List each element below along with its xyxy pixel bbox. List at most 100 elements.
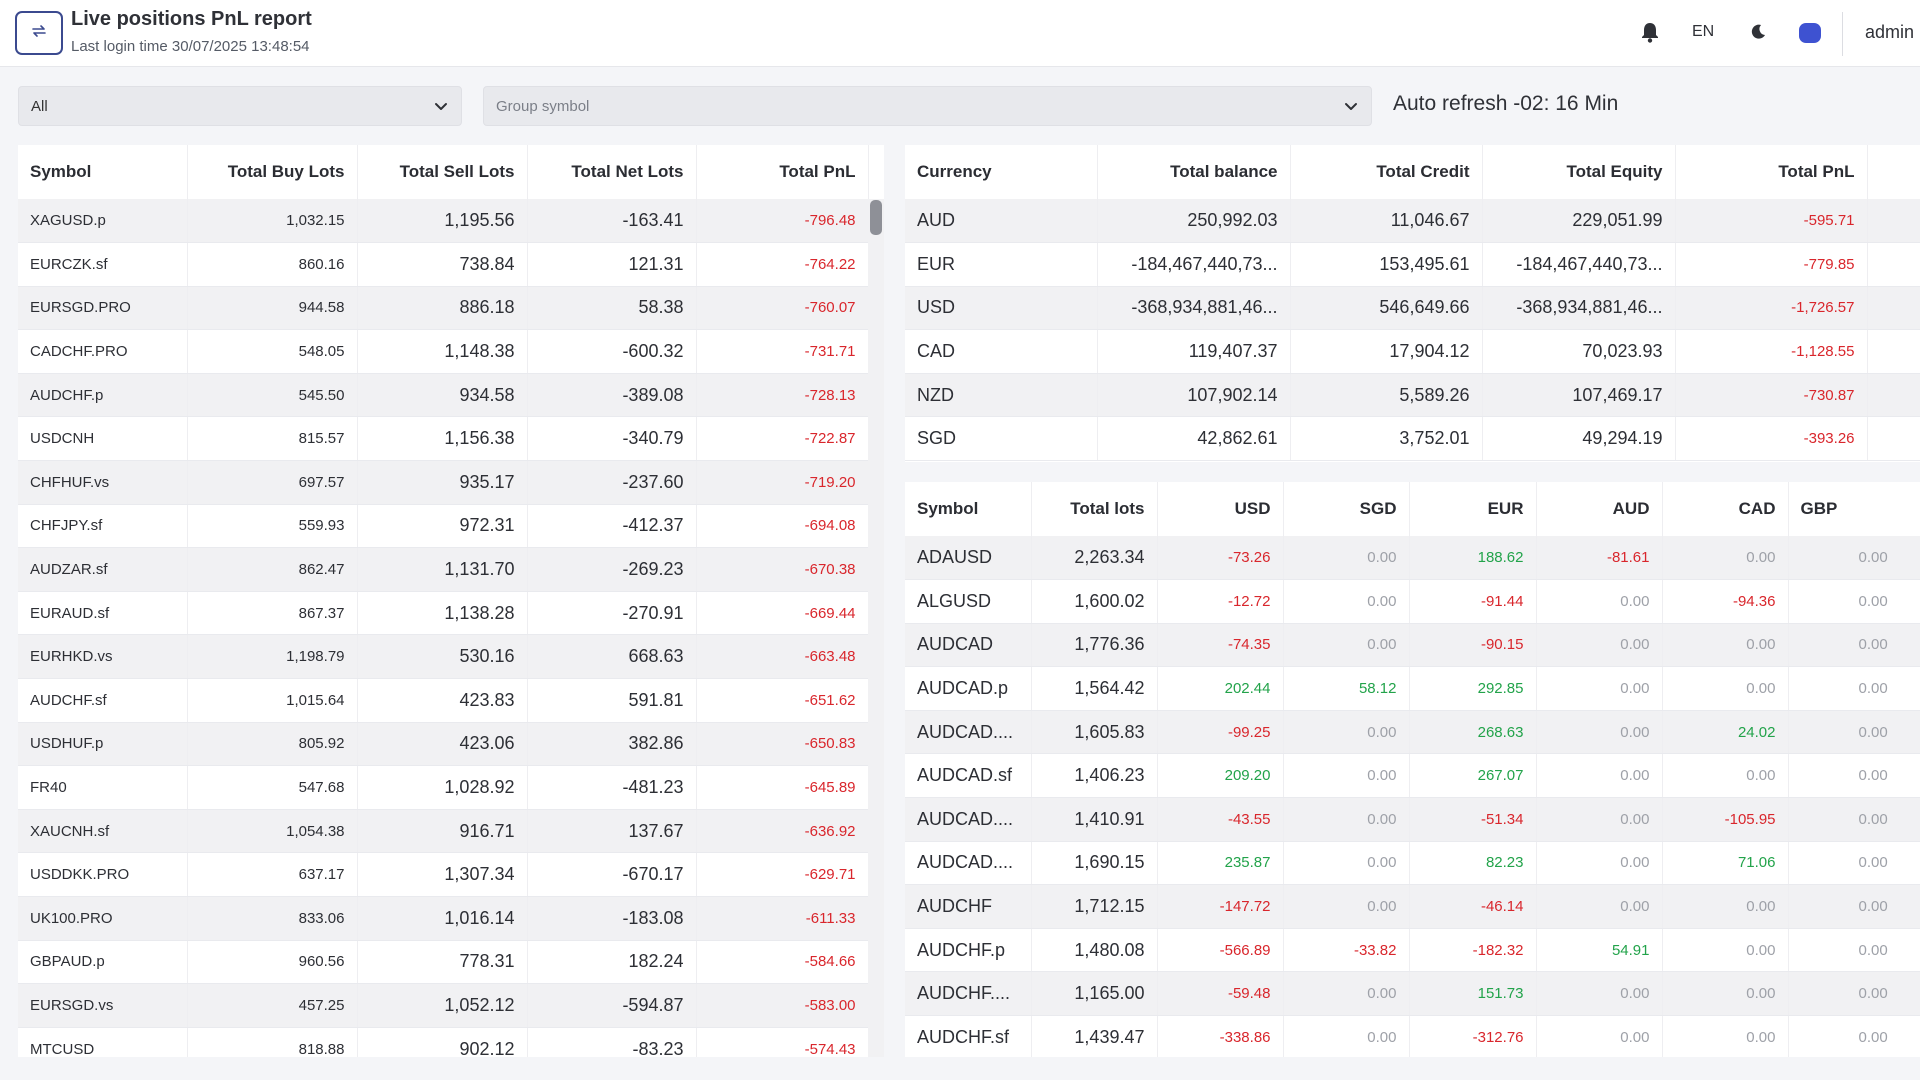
theme-color-swatch[interactable] (1799, 23, 1821, 43)
table-row[interactable]: ADAUSD 2,263.34 -73.26 0.00 188.62 -81.61 0.00… (905, 536, 1920, 581)
table-row[interactable]: AUDCAD 1,776.36 -74.35 0.00 -90.15 0.00 0.00 0.… (905, 623, 1920, 668)
table-row[interactable]: USDHUF.p 805.92 423.06 382.86 -650.83 (18, 722, 869, 767)
column-header-cad[interactable]: CAD (1662, 482, 1789, 536)
total-net-lots-cell: -389.08 (527, 373, 697, 418)
group-symbol-select[interactable]: Group symbol (483, 86, 1372, 126)
table-row[interactable]: NZD 107,902.14 5,589.26 107,469.17 -730.87 (905, 373, 1920, 418)
column-header-overflow (1867, 145, 1920, 199)
table-row[interactable]: AUDZAR.sf 862.47 1,131.70 -269.23 -670.38 (18, 547, 869, 592)
column-header-currency[interactable]: Currency (905, 145, 1098, 199)
total-net-lots-cell: 382.86 (527, 722, 697, 767)
total-lots-cell: 1,165.00 (1031, 971, 1158, 1017)
total-balance-cell: 107,902.14 (1097, 373, 1291, 418)
total-pnl-cell: -650.83 (696, 722, 869, 767)
currency-cell: USD (905, 286, 1098, 331)
total-sell-lots-cell: 530.16 (357, 634, 528, 680)
table-row[interactable]: AUDCHF.... 1,165.00 -59.48 0.00 151.73 0.00 0.… (905, 971, 1920, 1017)
column-header-aud[interactable]: AUD (1536, 482, 1663, 536)
table-row[interactable]: XAGUSD.p 1,032.15 1,195.56 -163.41 -796.48 (18, 199, 869, 244)
symbol-cell: ALGUSD (905, 579, 1032, 624)
column-header-total-pnl[interactable]: Total PnL (696, 145, 869, 199)
table-row[interactable]: ALGUSD 1,600.02 -12.72 0.00 -91.44 0.00 -94.36… (905, 579, 1920, 624)
column-header-total-lots[interactable]: Total lots (1031, 482, 1158, 536)
total-equity-cell: 49,294.19 (1482, 416, 1676, 462)
symbol-cell: EURSGD.PRO (18, 286, 188, 331)
total-pnl-cell: -796.48 (696, 199, 869, 244)
bell-icon[interactable] (1640, 21, 1660, 43)
table-row[interactable]: AUDCAD.... 1,605.83 -99.25 0.00 268.63 0.00 24… (905, 710, 1920, 755)
column-header-symbol[interactable]: Symbol (18, 145, 188, 199)
total-net-lots-cell: -412.37 (527, 504, 697, 549)
table-row[interactable]: AUDCHF.p 1,480.08 -566.89 -33.82 -182.32 54.9… (905, 928, 1920, 973)
total-lots-cell: 1,439.47 (1031, 1015, 1158, 1057)
table-row[interactable]: AUDCAD.... 1,690.15 235.87 0.00 82.23 0.00 71.… (905, 841, 1920, 886)
column-header-eur[interactable]: EUR (1409, 482, 1537, 536)
account-filter-select[interactable]: All (18, 86, 462, 126)
table-row[interactable]: USDDKK.PRO 637.17 1,307.34 -670.17 -629.71 (18, 852, 869, 897)
table-row[interactable]: FR40 547.68 1,028.92 -481.23 -645.89 (18, 765, 869, 810)
eur-pnl-cell: -312.76 (1409, 1015, 1537, 1057)
table-row[interactable]: EURSGD.vs 457.25 1,052.12 -594.87 -583.00 (18, 983, 869, 1028)
table-row[interactable]: EUR -184,467,440,73... 153,495.61 -184,467,… (905, 242, 1920, 287)
table-row[interactable]: EURSGD.PRO 944.58 886.18 58.38 -760.07 (18, 286, 869, 331)
sidebar-toggle-button[interactable] (15, 11, 63, 55)
table-row[interactable]: CAD 119,407.37 17,904.12 70,023.93 -1,128.55 (905, 329, 1920, 374)
column-header-sgd[interactable]: SGD (1283, 482, 1410, 536)
table-row[interactable]: CHFJPY.sf 559.93 972.31 -412.37 -694.08 (18, 504, 869, 549)
total-equity-cell: -368,934,881,46... (1482, 286, 1676, 331)
total-sell-lots-cell: 902.12 (357, 1027, 528, 1057)
eur-pnl-cell: -91.44 (1409, 579, 1537, 624)
total-pnl-cell: -611.33 (696, 896, 869, 941)
total-net-lots-cell: 137.67 (527, 809, 697, 854)
column-header-total-equity[interactable]: Total Equity (1482, 145, 1676, 199)
total-pnl-cell: -595.71 (1675, 199, 1868, 244)
table-row[interactable]: CHFHUF.vs 697.57 935.17 -237.60 -719.20 (18, 460, 869, 505)
table-row[interactable]: USD -368,934,881,46... 546,649.66 -368,934,… (905, 286, 1920, 331)
table-row[interactable]: XAUCNH.sf 1,054.38 916.71 137.67 -636.92 (18, 809, 869, 854)
table-row[interactable]: AUDCHF.sf 1,439.47 -338.86 0.00 -312.76 0.00 0… (905, 1015, 1920, 1057)
total-buy-lots-cell: 805.92 (187, 722, 358, 767)
table-row[interactable]: EURHKD.vs 1,198.79 530.16 668.63 -663.48 (18, 634, 869, 680)
column-header-gbp[interactable]: GBP (1788, 482, 1920, 536)
table-row[interactable]: AUD 250,992.03 11,046.67 229,051.99 -595.71 (905, 199, 1920, 244)
column-header-usd[interactable]: USD (1157, 482, 1284, 536)
column-header-total-pnl[interactable]: Total PnL (1675, 145, 1868, 199)
symbol-cell: AUDCHF.... (905, 971, 1032, 1017)
table-row[interactable]: AUDCAD.... 1,410.91 -43.55 0.00 -51.34 0.00 -1… (905, 797, 1920, 842)
table-row[interactable]: AUDCHF 1,712.15 -147.72 0.00 -46.14 0.00 0.00 0… (905, 884, 1920, 929)
table-row[interactable]: SGD 42,862.61 3,752.01 49,294.19 -393.26 (905, 416, 1920, 462)
total-buy-lots-cell: 1,032.15 (187, 199, 358, 244)
total-sell-lots-cell: 1,138.28 (357, 591, 528, 636)
column-header-total-credit[interactable]: Total Credit (1290, 145, 1483, 199)
moon-icon[interactable] (1749, 23, 1767, 41)
column-header-symbol[interactable]: Symbol (905, 482, 1032, 536)
cad-pnl-cell: 0.00 (1662, 753, 1789, 799)
table-row[interactable]: AUDCHF.sf 1,015.64 423.83 591.81 -651.62 (18, 678, 869, 723)
total-balance-cell: -368,934,881,46... (1097, 286, 1291, 331)
table-row[interactable]: GBPAUD.p 960.56 778.31 182.24 -584.66 (18, 940, 869, 985)
gbp-pnl-cell: 0.00 (1788, 841, 1920, 886)
column-header-total-net-lots[interactable]: Total Net Lots (527, 145, 697, 199)
column-header-total-balance[interactable]: Total balance (1097, 145, 1291, 199)
table-row[interactable]: AUDCAD.p 1,564.42 202.44 58.12 292.85 0.00 0.0… (905, 666, 1920, 711)
symbols-table-scroll-thumb[interactable] (870, 200, 882, 235)
user-menu[interactable]: admin (1865, 22, 1915, 42)
total-sell-lots-cell: 972.31 (357, 504, 528, 549)
symbol-cell: AUDCHF.sf (905, 1015, 1032, 1057)
column-header-total-buy-lots[interactable]: Total Buy Lots (187, 145, 358, 199)
table-row[interactable]: CADCHF.PRO 548.05 1,148.38 -600.32 -731.71 (18, 329, 869, 374)
table-row[interactable]: AUDCAD.sf 1,406.23 209.20 0.00 267.07 0.00 0.0… (905, 753, 1920, 799)
language-switcher[interactable]: EN (1692, 23, 1715, 40)
total-pnl-cell: -722.87 (696, 416, 869, 462)
table-row[interactable]: EURCZK.sf 860.16 738.84 121.31 -764.22 (18, 242, 869, 287)
total-sell-lots-cell: 778.31 (357, 940, 528, 985)
aud-pnl-cell: 0.00 (1536, 884, 1663, 929)
table-row[interactable]: USDCNH 815.57 1,156.38 -340.79 -722.87 (18, 416, 869, 462)
table-row[interactable]: AUDCHF.p 545.50 934.58 -389.08 -728.13 (18, 373, 869, 418)
cad-pnl-cell: 0.00 (1662, 666, 1789, 711)
column-header-total-sell-lots[interactable]: Total Sell Lots (357, 145, 528, 199)
table-row[interactable]: MTCUSD 818.88 902.12 -83.23 -574.43 (18, 1027, 869, 1057)
table-row[interactable]: UK100.PRO 833.06 1,016.14 -183.08 -611.33 (18, 896, 869, 941)
table-row[interactable]: EURAUD.sf 867.37 1,138.28 -270.91 -669.44 (18, 591, 869, 636)
symbols-table-scrollbar[interactable] (868, 199, 884, 1057)
